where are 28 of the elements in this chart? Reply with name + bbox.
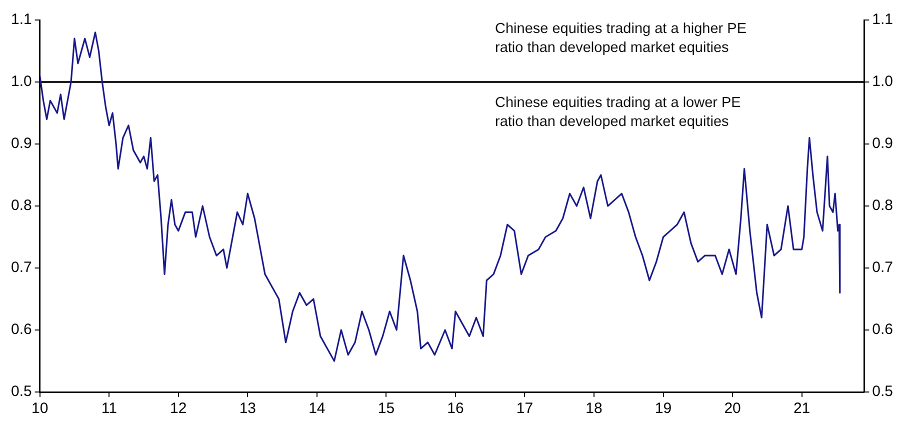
y2-tick-label: 1.0	[872, 73, 894, 90]
annotation: Chinese equities trading at a higher PE ratio than developed market equities	[495, 20, 748, 58]
y2-tick-label: 0.9	[872, 135, 894, 152]
x-tick-label: 16	[447, 400, 464, 418]
x-tick-label: 18	[586, 400, 602, 418]
y2-tick-label: 0.6	[872, 321, 894, 338]
x-tick-label: 13	[239, 400, 256, 418]
y2-tick-label: 1.1	[872, 11, 894, 28]
y-tick-label: 1.0	[10, 73, 32, 90]
x-tick-label: 12	[170, 400, 187, 418]
x-tick-label: 11	[101, 400, 117, 418]
x-tick-label: 19	[654, 400, 672, 418]
x-tick-label: 17	[516, 400, 534, 418]
annotation: Chinese equities trading at a lower PE ratio than developed market equities	[495, 94, 742, 132]
x-tick-label: 21	[793, 400, 810, 418]
y-tick-label: 0.6	[10, 321, 32, 338]
x-tick-label: 15	[378, 400, 395, 418]
y2-tick-label: 0.8	[872, 197, 894, 214]
y-tick-label: 1.1	[10, 11, 32, 28]
x-tick-label: 14	[308, 400, 326, 418]
x-tick-label: 20	[724, 400, 741, 418]
y2-tick-label: 0.7	[872, 259, 894, 276]
y2-tick-label: 0.5	[872, 383, 894, 400]
y-tick-label: 0.7	[10, 259, 32, 276]
y-tick-label: 0.5	[10, 383, 32, 400]
x-tick-label: 10	[32, 400, 48, 418]
y-tick-label: 0.8	[10, 197, 32, 214]
y-tick-label: 0.9	[10, 135, 32, 152]
